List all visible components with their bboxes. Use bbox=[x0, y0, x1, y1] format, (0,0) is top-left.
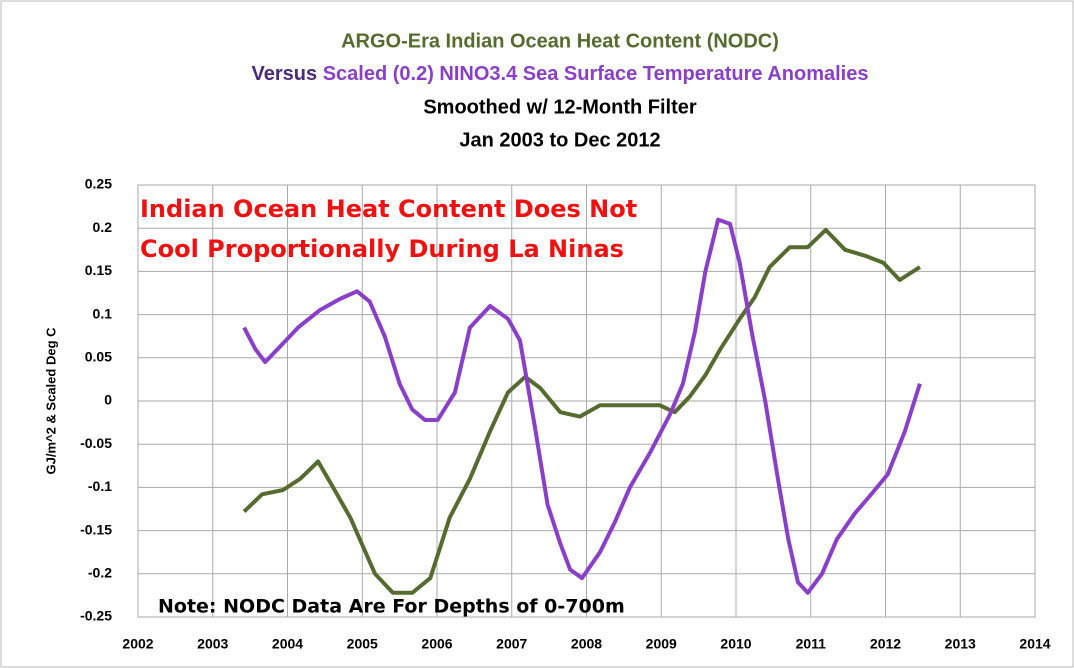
x-tick-label: 2005 bbox=[347, 636, 378, 652]
x-tick-label: 2004 bbox=[272, 636, 303, 652]
annotation: Indian Ocean Heat Content Does Not bbox=[140, 195, 637, 223]
y-tick-label: 0.05 bbox=[85, 349, 112, 365]
subtitle-prefix: Versus bbox=[252, 63, 318, 85]
x-tick-label: 2014 bbox=[1019, 636, 1050, 652]
y-tick-label: -0.15 bbox=[80, 521, 112, 537]
y-tick-label: 0.15 bbox=[85, 262, 112, 278]
subtitle-text: Scaled (0.2) NINO3.4 Sea Surface Tempera… bbox=[323, 63, 869, 85]
x-tick-label: 2013 bbox=[945, 636, 976, 652]
x-tick-label: 2010 bbox=[720, 636, 751, 652]
x-tick-label: 2008 bbox=[571, 636, 602, 652]
y-axis-label: GJ/m^2 & Scaled Deg C bbox=[43, 327, 58, 475]
y-tick-label: 0.25 bbox=[85, 176, 112, 192]
y-tick-label: 0.2 bbox=[93, 219, 113, 235]
x-tick-label: 2012 bbox=[870, 636, 901, 652]
x-tick-label: 2009 bbox=[646, 636, 677, 652]
annotation-note: Note: NODC Data Are For Depths of 0-700m bbox=[158, 596, 625, 618]
y-tick-label: -0.25 bbox=[80, 608, 112, 624]
chart-title: ARGO-Era Indian Ocean Heat Content (NODC… bbox=[341, 30, 779, 52]
data-line bbox=[242, 217, 922, 595]
subtitle-line: Jan 2003 to Dec 2012 bbox=[459, 129, 660, 151]
annotation: Cool Proportionally During La Ninas bbox=[140, 235, 624, 263]
x-tick-label: 2011 bbox=[796, 636, 827, 652]
chart-subtitle: Versus Scaled (0.2) NINO3.4 Sea Surface … bbox=[252, 63, 869, 85]
x-tick-label: 2003 bbox=[197, 636, 228, 652]
y-tick-label: -0.1 bbox=[88, 478, 112, 494]
y-tick-label: -0.2 bbox=[88, 565, 112, 581]
y-tick-label: 0 bbox=[104, 392, 112, 408]
data-line bbox=[242, 227, 921, 595]
subtitle-line: Smoothed w/ 12-Month Filter bbox=[423, 96, 697, 118]
x-tick-label: 2006 bbox=[421, 636, 452, 652]
y-tick-label: -0.05 bbox=[80, 435, 112, 451]
x-tick-label: 2002 bbox=[122, 636, 153, 652]
y-tick-label: 0.1 bbox=[93, 305, 113, 321]
x-tick-label: 2007 bbox=[496, 636, 527, 652]
